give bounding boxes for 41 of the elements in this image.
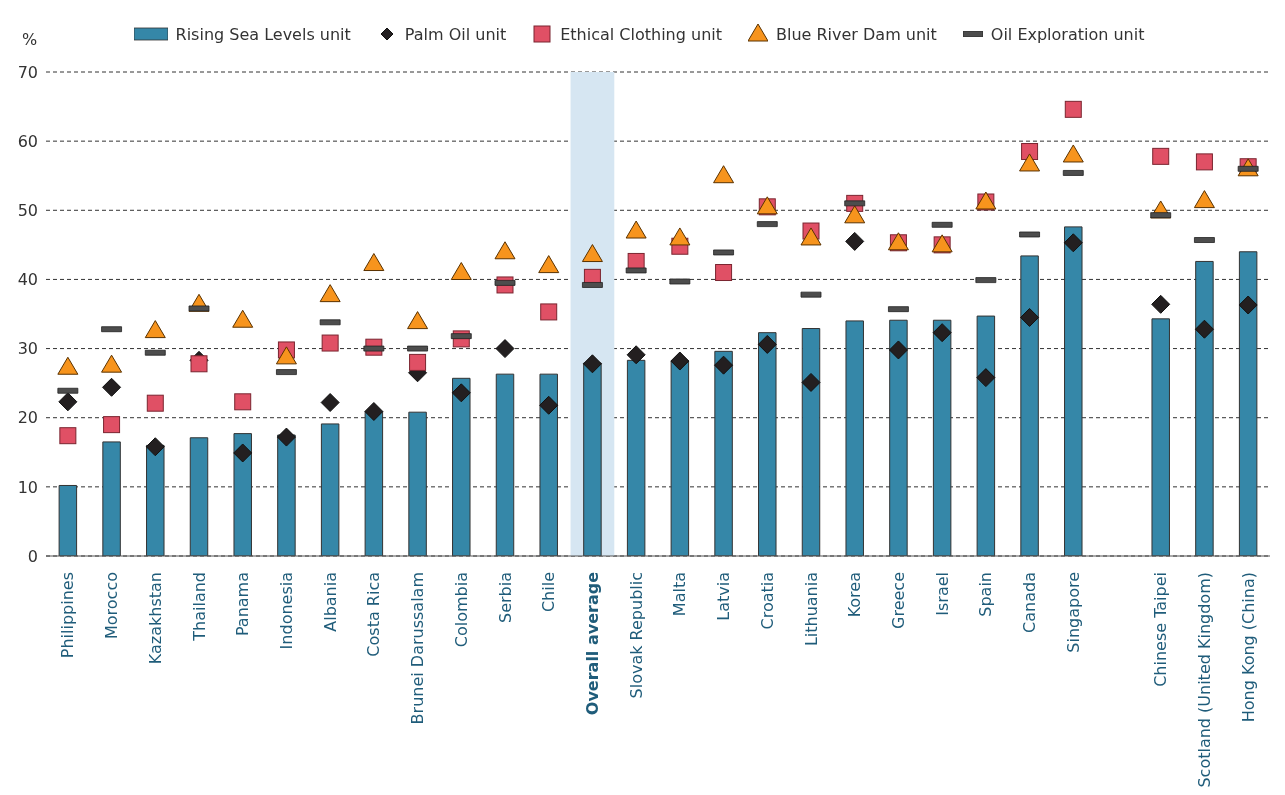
x-tick-label: Kazakhstan [145,572,165,665]
y-tick-label: 20 [17,408,38,428]
y-tick-label: 0 [27,546,38,566]
x-tick-label: Brunei Darussalam [408,572,428,725]
x-tick-label: Scotland (United Kingdom) [1194,572,1214,788]
legend-label: Palm Oil unit [404,24,507,44]
y-tick-label: 60 [17,131,38,151]
x-tick-label: Overall average [582,571,602,716]
legend-label: Rising Sea Levels unit [175,24,351,44]
y-tick-label: 40 [17,270,38,290]
x-tick-label: Croatia [757,572,777,630]
x-tick-label: Panama [233,572,253,637]
x-tick-label: Serbia [495,572,515,623]
y-tick-label: 30 [17,339,38,359]
x-tick-label: Thailand [189,572,209,642]
y-axis-title: % [22,30,38,49]
x-tick-label: Albania [320,572,340,632]
x-tick-label: Chinese Taipei [1151,572,1171,687]
x-tick-label: Colombia [451,572,471,648]
x-tick-label: Lithuania [801,572,821,647]
x-tick-label: Costa Rica [364,572,384,657]
x-tick-label: Morocco [102,572,122,639]
x-tick-label: Hong Kong (China) [1238,572,1258,723]
x-tick-label: Greece [888,572,908,629]
x-tick-label: Slovak Republic [626,572,646,699]
x-tick-label: Singapore [1063,572,1083,653]
x-tick-label: Korea [845,572,865,618]
x-tick-label: Latvia [714,572,734,621]
legend-label: Ethical Clothing unit [560,24,722,44]
x-tick-label: Philippines [58,572,78,659]
x-tick-label: Malta [670,572,690,617]
y-tick-label: 10 [17,477,38,497]
x-tick-label: Spain [976,572,996,617]
x-tick-label: Indonesia [276,572,296,650]
y-tick-label: 50 [17,200,38,220]
x-tick-label: Canada [1020,572,1040,633]
y-tick-label: 70 [17,62,38,82]
x-tick-label: Chile [539,572,559,613]
legend-label: Blue River Dam unit [775,24,937,44]
x-tick-label: Israel [932,572,952,616]
legend-label: Oil Exploration unit [990,24,1145,44]
